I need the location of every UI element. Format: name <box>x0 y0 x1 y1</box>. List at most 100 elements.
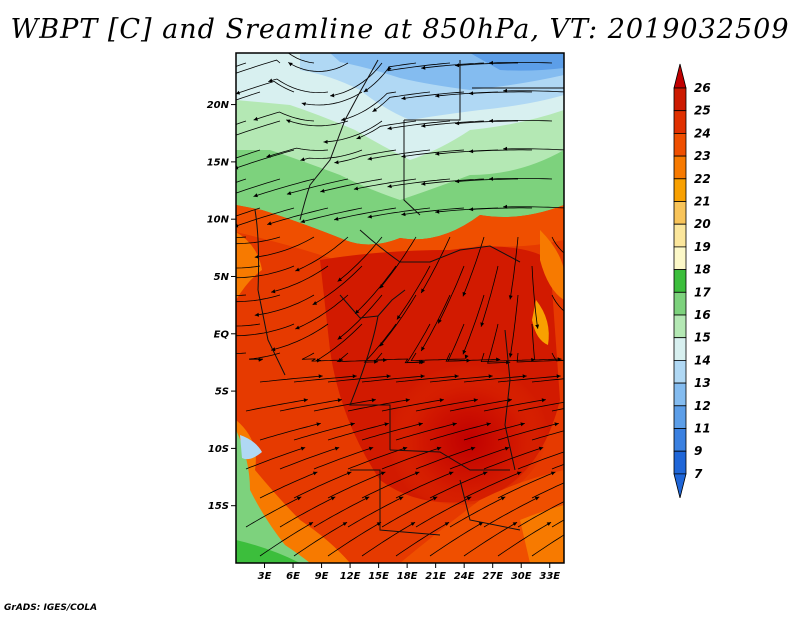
streamline <box>279 447 340 470</box>
streamline <box>449 399 512 412</box>
colorbar-level-label: 26 <box>694 81 711 95</box>
streamline <box>337 236 383 282</box>
lon-tick-label: 12E <box>340 571 361 582</box>
streamline <box>381 496 438 528</box>
streamline <box>455 62 518 66</box>
lon-tick-label: 18E <box>397 571 418 582</box>
streamline-arrow <box>421 346 425 351</box>
streamline-arrow <box>503 146 508 151</box>
streamline <box>236 265 261 269</box>
streamline-arrow <box>288 62 293 67</box>
streamline-arrow <box>367 156 372 161</box>
streamline-arrow <box>455 121 460 126</box>
streamline-arrow <box>353 186 359 191</box>
streamline-arrow <box>421 181 426 186</box>
streamline <box>236 323 261 327</box>
streamline-arrow <box>448 471 454 476</box>
colorbar-top-arrow <box>673 63 687 89</box>
streamline-arrow <box>496 357 501 362</box>
streamline-arrow <box>184 288 188 292</box>
colorbar-swatch <box>673 428 687 452</box>
colorbar-swatch <box>673 337 687 361</box>
streamline-arrow <box>221 75 225 79</box>
streamline-arrow <box>619 472 624 476</box>
streamline <box>517 451 564 470</box>
streamline <box>286 178 349 195</box>
streamline <box>468 207 532 210</box>
colorbar-level-label: 9 <box>694 444 702 458</box>
streamline <box>387 62 451 72</box>
streamline-arrow <box>462 291 467 297</box>
streamline-arrow <box>342 522 348 526</box>
streamline-arrow <box>334 446 340 451</box>
streamline-arrow <box>469 91 474 96</box>
colorbar: 26 25 24 23 22 21 20 19 18 17 16 15 14 13 12 11 9 7 <box>673 63 711 498</box>
streamline-arrow <box>535 324 540 329</box>
streamline <box>367 149 431 160</box>
streamline <box>236 178 281 194</box>
streamline-arrow <box>308 522 314 526</box>
streamline <box>379 294 417 347</box>
colorbar-swatch <box>673 382 687 407</box>
streamline-arrow <box>455 179 460 184</box>
streamline-arrow <box>607 447 611 451</box>
streamline <box>415 399 478 412</box>
streamline-arrow <box>500 496 506 501</box>
streamline <box>295 294 349 330</box>
streamline <box>301 91 363 106</box>
streamline-arrow <box>410 522 416 526</box>
streamline-arrow <box>420 374 425 379</box>
streamline-arrow <box>379 284 384 289</box>
streamline <box>395 375 459 383</box>
streamline-arrow <box>364 496 370 501</box>
streamline <box>367 207 431 218</box>
streamline-arrow <box>236 90 241 95</box>
streamline <box>236 207 295 227</box>
streamline <box>236 149 295 169</box>
colorbar-swatch <box>673 87 687 112</box>
streamline <box>361 375 425 383</box>
streamline <box>497 471 556 499</box>
streamline-arrow <box>184 228 189 232</box>
streamline-arrow <box>401 96 406 101</box>
streamline-arrow <box>478 522 484 526</box>
streamline-arrow <box>489 118 494 123</box>
streamline-arrow <box>541 398 546 403</box>
streamline <box>381 399 444 412</box>
streamline <box>347 496 404 528</box>
streamline-arrow <box>380 471 386 476</box>
streamline-arrow <box>371 398 376 403</box>
streamline <box>487 323 511 364</box>
streamline <box>395 521 450 557</box>
streamline <box>480 352 536 363</box>
streamline-arrow <box>341 117 346 122</box>
streamline <box>293 471 352 499</box>
streamline-arrow <box>295 267 300 272</box>
streamline-arrow <box>201 226 206 230</box>
streamline-arrow <box>356 135 361 140</box>
streamline-arrow <box>482 471 488 476</box>
streamline-arrow <box>386 374 391 379</box>
streamline <box>387 120 451 130</box>
streamline-arrow <box>387 66 392 71</box>
streamline <box>551 236 564 254</box>
colorbar-swatch <box>673 246 687 270</box>
streamline-arrow <box>300 446 306 451</box>
lon-axis: 3E 6E 9E 12E 15E 18E 21E 24E 27E 30E 33E <box>258 563 560 582</box>
streamline <box>395 423 457 441</box>
streamline <box>300 149 363 161</box>
streamline-arrow <box>352 374 357 379</box>
streamline <box>361 423 423 441</box>
streamline <box>375 352 424 364</box>
streamline <box>279 399 342 412</box>
streamline <box>327 471 386 499</box>
streamline-arrow <box>300 219 305 224</box>
streamline-arrow <box>197 263 201 267</box>
country-borders <box>254 59 564 536</box>
streamline-arrow <box>603 497 608 501</box>
streamline <box>517 401 564 412</box>
streamline-arrow <box>600 253 605 257</box>
streamline <box>236 265 295 279</box>
colorbar-level-label: 21 <box>694 195 711 209</box>
streamline-arrow <box>436 446 442 451</box>
